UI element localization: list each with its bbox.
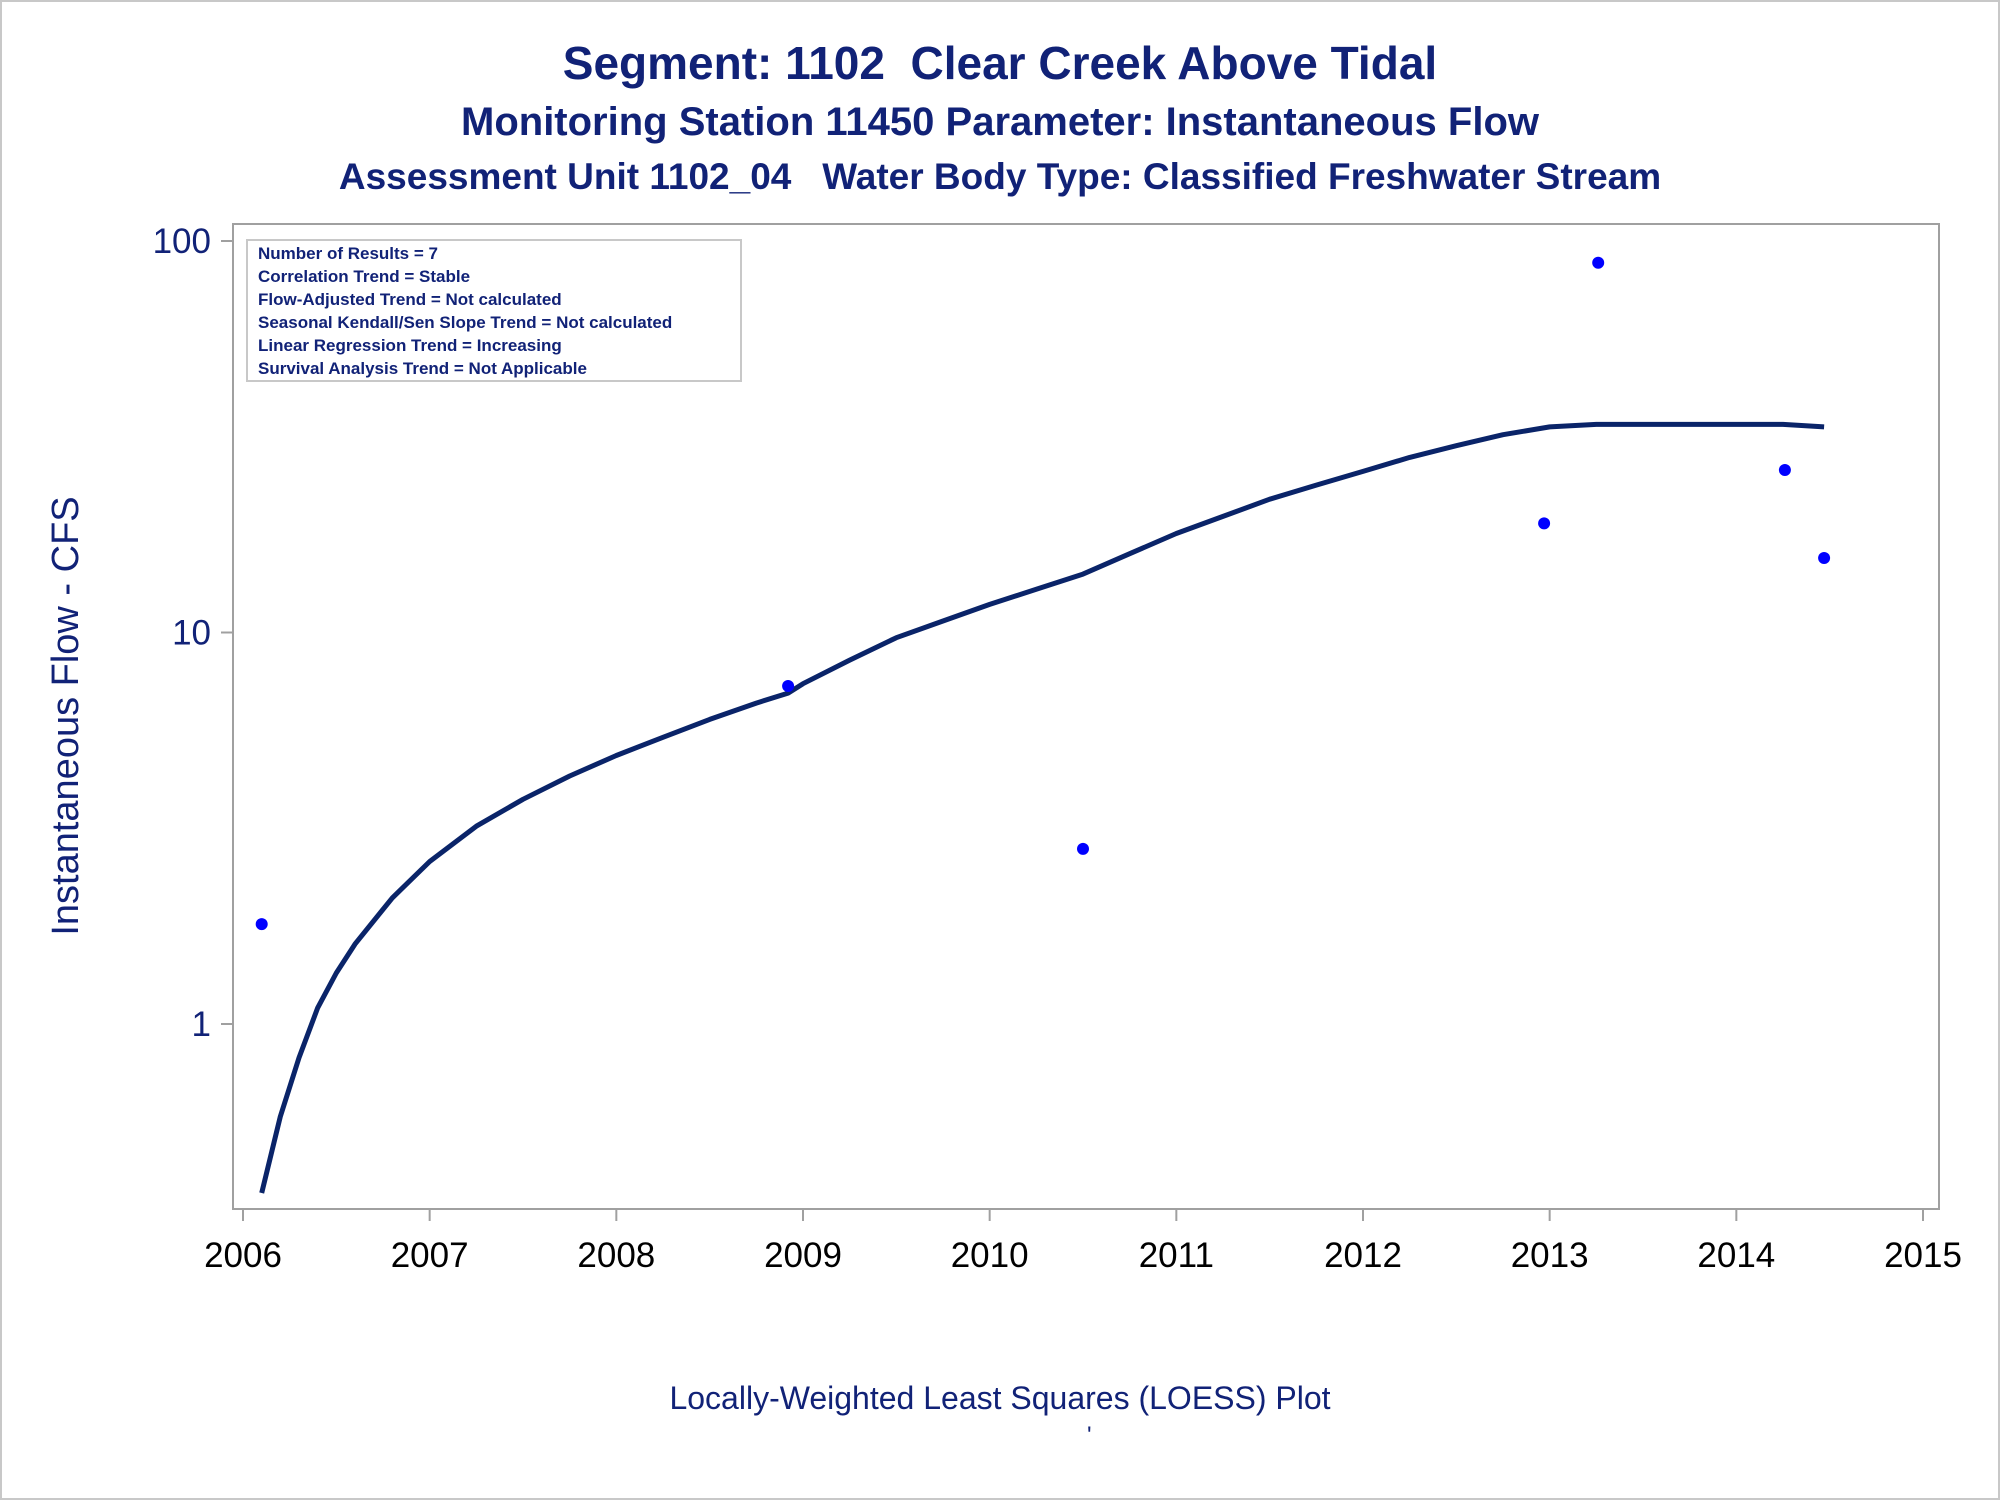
stat-seasonal-kendall: Seasonal Kendall/Sen Slope Trend = Not c… <box>258 313 672 332</box>
chart-subtitle-station: Monitoring Station 11450 Parameter: Inst… <box>461 100 1539 144</box>
data-point <box>1538 517 1551 530</box>
y-axis-label: Instantaneous Flow - CFS <box>45 496 87 935</box>
chart-subtitle-assessment: Assessment Unit 1102_04 Water Body Type:… <box>338 156 1662 197</box>
plot-area <box>232 223 1940 1210</box>
x-tick-label: 2010 <box>951 1236 1029 1275</box>
loess-curve <box>259 421 1825 1194</box>
series-layer <box>255 256 1831 1194</box>
chart-title: Segment: 1102 Clear Creek Above Tidal <box>562 37 1438 89</box>
stat-flow-adjusted: Flow-Adjusted Trend = Not calculated <box>258 290 562 309</box>
x-tick-label: 2012 <box>1324 1236 1402 1275</box>
x-axis: 2006 2007 2008 2009 2010 2011 2012 2013 2014 2015 <box>204 1209 1962 1275</box>
x-tick-label: 2011 <box>1139 1236 1214 1275</box>
x-tick-label: 2015 <box>1884 1236 1962 1275</box>
data-point <box>1818 552 1831 564</box>
stat-survival: Survival Analysis Trend = Not Applicable <box>258 359 587 378</box>
stat-results: Number of Results = 7 <box>258 244 438 263</box>
stats-box: Number of Results = 7 Correlation Trend … <box>246 239 742 382</box>
x-tick-label: 2009 <box>764 1236 842 1275</box>
data-point <box>1077 842 1089 855</box>
x-tick-label: 2014 <box>1697 1236 1775 1275</box>
y-axis: 1 10 100 <box>153 222 233 1044</box>
x-tick-label: 2006 <box>204 1236 282 1275</box>
data-point <box>255 918 268 931</box>
stat-correlation: Correlation Trend = Stable <box>258 267 470 286</box>
y-tick-label: 10 <box>172 614 211 653</box>
data-point <box>1592 256 1605 269</box>
x-tick-label: 2008 <box>577 1236 655 1275</box>
stat-linear-regression: Linear Regression Trend = Increasing <box>258 336 562 355</box>
chart-footnote: Locally-Weighted Least Squares (LOESS) P… <box>669 1380 1331 1416</box>
x-tick-label: 2013 <box>1511 1236 1589 1275</box>
y-tick-label: 1 <box>192 1005 211 1044</box>
chart-footnote-mark: ' <box>1087 1422 1092 1449</box>
y-tick-label: 100 <box>153 222 211 261</box>
stats-box-border <box>246 239 742 382</box>
data-point <box>782 680 795 692</box>
x-tick-label: 2007 <box>391 1236 469 1275</box>
data-point <box>1778 464 1791 476</box>
